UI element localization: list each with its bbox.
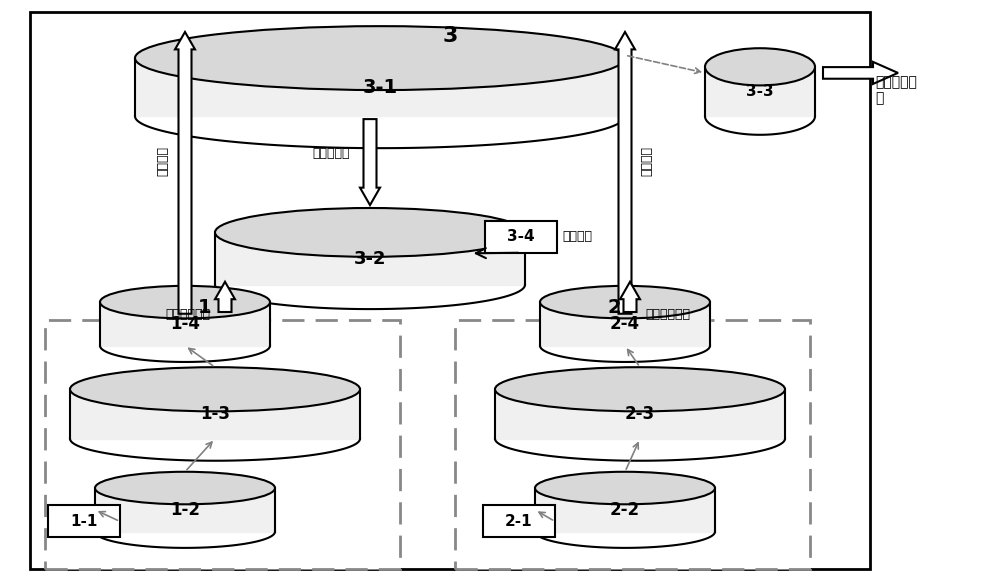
Polygon shape xyxy=(705,67,815,116)
Ellipse shape xyxy=(95,472,275,504)
Text: 2-4: 2-4 xyxy=(610,315,640,333)
FancyArrow shape xyxy=(823,62,898,84)
Ellipse shape xyxy=(70,367,360,411)
Ellipse shape xyxy=(705,48,815,85)
Ellipse shape xyxy=(540,286,710,318)
Bar xyxy=(45,320,400,569)
Polygon shape xyxy=(135,58,625,116)
Ellipse shape xyxy=(100,286,270,318)
Text: 1-1: 1-1 xyxy=(70,514,98,529)
Text: 计量数据: 计量数据 xyxy=(640,146,654,176)
Polygon shape xyxy=(540,302,710,346)
Text: 对外发布展
示: 对外发布展 示 xyxy=(875,75,917,105)
Text: 1-4: 1-4 xyxy=(170,315,200,333)
Ellipse shape xyxy=(535,472,715,504)
Polygon shape xyxy=(495,389,785,439)
Bar xyxy=(485,221,557,253)
Text: 1: 1 xyxy=(198,297,212,317)
Ellipse shape xyxy=(135,26,625,90)
Bar xyxy=(48,505,120,537)
Polygon shape xyxy=(215,232,525,285)
Text: 计量数据: 计量数据 xyxy=(156,146,170,176)
Text: 2-2: 2-2 xyxy=(610,501,640,519)
FancyArrow shape xyxy=(620,282,640,312)
Ellipse shape xyxy=(495,367,785,411)
Text: 1-3: 1-3 xyxy=(200,405,230,423)
Text: 同步运维操作: 同步运维操作 xyxy=(645,308,690,321)
Text: 3-1: 3-1 xyxy=(362,78,398,96)
Ellipse shape xyxy=(215,208,525,257)
Bar xyxy=(455,320,810,569)
Text: 1-2: 1-2 xyxy=(170,501,200,519)
Polygon shape xyxy=(95,488,275,532)
Text: 2-1: 2-1 xyxy=(505,514,533,529)
Text: 3-4: 3-4 xyxy=(507,229,535,244)
Bar xyxy=(483,505,555,537)
Polygon shape xyxy=(535,488,715,532)
Text: 2: 2 xyxy=(608,297,622,317)
Bar xyxy=(30,12,870,569)
Text: 融合后数据: 融合后数据 xyxy=(312,147,350,160)
Text: 3-3: 3-3 xyxy=(746,84,774,99)
Text: 3-2: 3-2 xyxy=(354,250,386,267)
Text: 运维操作: 运维操作 xyxy=(562,230,592,243)
FancyArrow shape xyxy=(360,119,380,205)
FancyArrow shape xyxy=(175,32,195,314)
Polygon shape xyxy=(70,389,360,439)
Polygon shape xyxy=(100,302,270,346)
FancyArrow shape xyxy=(215,282,235,312)
Text: 3: 3 xyxy=(442,26,458,46)
Text: 同步运维操作: 同步运维操作 xyxy=(165,308,210,321)
FancyArrow shape xyxy=(615,32,635,314)
Text: 2-3: 2-3 xyxy=(625,405,655,423)
